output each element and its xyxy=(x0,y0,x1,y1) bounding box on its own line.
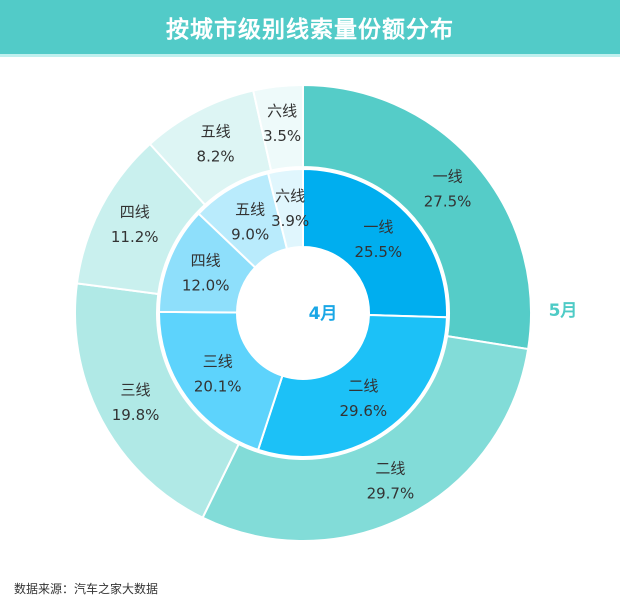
outer-value-label: 29.7% xyxy=(367,485,415,503)
inner-slice-1 xyxy=(256,313,448,458)
inner-value-label: 12.0% xyxy=(182,277,230,295)
inner-value-label: 9.0% xyxy=(231,225,269,243)
inner-category-label: 六线 xyxy=(275,187,305,205)
outer-slice-0 xyxy=(302,83,532,351)
outer-slice-1 xyxy=(201,334,530,542)
inner-ring-name: 4月 xyxy=(309,304,338,324)
data-source: 数据来源：汽车之家大数据 xyxy=(14,582,159,596)
outer-category-label: 三线 xyxy=(121,381,151,399)
outer-value-label: 8.2% xyxy=(197,147,235,165)
outer-slice-5 xyxy=(252,83,304,172)
outer-category-label: 五线 xyxy=(201,122,231,140)
outer-category-label: 二线 xyxy=(375,460,405,478)
inner-category-label: 五线 xyxy=(235,200,265,218)
inner-slice-5 xyxy=(266,167,304,251)
inner-value-label: 3.9% xyxy=(271,212,309,230)
title-bar: 按城市级别线索量份额分布 xyxy=(0,0,620,57)
inner-category-label: 二线 xyxy=(348,377,378,395)
inner-slice-0 xyxy=(302,167,448,319)
inner-value-label: 29.6% xyxy=(339,402,387,420)
outer-value-label: 19.8% xyxy=(112,406,160,424)
inner-slice-2 xyxy=(158,310,284,452)
nested-donut-chart: 一线 25.5% 二线 29.6% 三线 20.1% 四线 12.0% 五线 9.0% 六线 3.9%… xyxy=(74,83,578,542)
inner-category-label: 一线 xyxy=(363,218,393,236)
outer-category-label: 四线 xyxy=(120,203,150,221)
outer-value-label: 27.5% xyxy=(424,193,472,211)
inner-category-label: 四线 xyxy=(191,252,221,270)
chart-title: 按城市级别线索量份额分布 xyxy=(166,17,454,43)
inner-value-label: 20.1% xyxy=(194,377,242,395)
outer-value-label: 11.2% xyxy=(111,228,159,246)
outer-category-label: 一线 xyxy=(433,168,463,186)
inner-category-label: 三线 xyxy=(203,352,233,370)
outer-category-label: 六线 xyxy=(267,102,297,120)
inner-value-label: 25.5% xyxy=(355,243,403,261)
outer-ring-name: 5月 xyxy=(549,301,578,321)
outer-value-label: 3.5% xyxy=(263,127,301,145)
